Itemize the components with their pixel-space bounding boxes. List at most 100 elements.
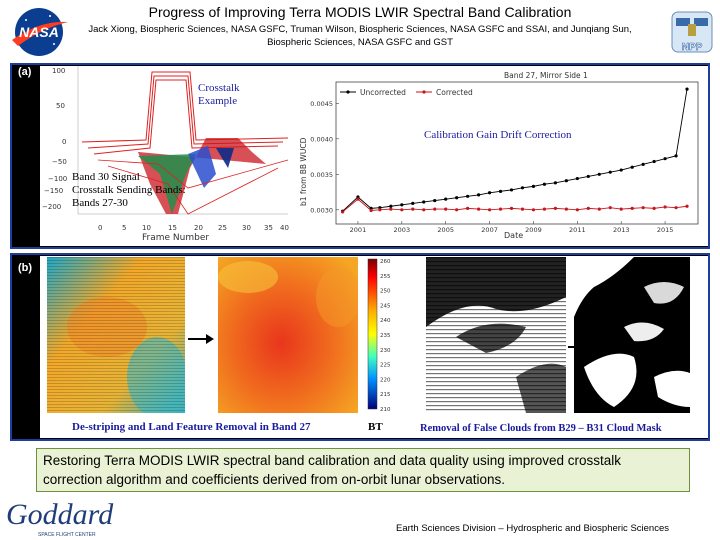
band30-signal-label: Band 30 Signal Crosstalk Sending Bands: … — [72, 171, 186, 210]
goddard-logo-text: Goddard — [6, 498, 114, 531]
gain-ytick-label: 0.0035 — [310, 171, 333, 179]
point-corrected — [389, 207, 393, 211]
point-uncorrected — [422, 200, 426, 204]
arrow-icon — [188, 334, 214, 344]
point-corrected — [641, 206, 645, 210]
point-uncorrected — [564, 179, 568, 183]
point-corrected — [520, 207, 525, 211]
point-corrected — [477, 207, 481, 211]
gain-legend: Uncorrected Corrected — [340, 88, 473, 97]
colorbar-tick-label: 210 — [380, 407, 391, 413]
gain-chart-ylabel: b1 from BB WUCD — [299, 137, 308, 206]
point-corrected — [575, 208, 579, 212]
point-uncorrected — [389, 204, 393, 208]
point-uncorrected — [641, 162, 645, 166]
npp-logo-text: NPP — [682, 42, 703, 53]
colorbar-tick-label: 245 — [380, 303, 391, 309]
destriping-label: De-striping and Land Feature Removal in … — [72, 421, 311, 433]
signal-line-3: Bands 27-30 — [72, 197, 128, 209]
gain-xtick-label: 2015 — [657, 226, 674, 234]
gain-ytick-label: 0.0030 — [310, 206, 333, 214]
point-uncorrected — [608, 170, 612, 174]
authors-line-1: Jack Xiong, Biospheric Sciences, NASA GS… — [88, 24, 632, 35]
point-corrected — [340, 210, 345, 214]
gain-xtick-label: 2009 — [525, 226, 542, 234]
colorbar-tick-label: 215 — [380, 392, 391, 398]
point-uncorrected — [433, 198, 437, 203]
footer: Earth Sciences Division – Hydrospheric a… — [396, 523, 669, 534]
point-corrected — [509, 206, 514, 210]
crosstalk-surface — [81, 71, 289, 215]
poster-title: Progress of Improving Terra MODIS LWIR S… — [148, 4, 572, 20]
series-line-uncorrected — [342, 89, 688, 212]
point-uncorrected — [509, 188, 514, 192]
gain-chart-frame — [335, 81, 699, 225]
point-corrected — [422, 208, 426, 212]
goddard-logo-sub: SPACE FLIGHT CENTER — [38, 532, 96, 538]
point-uncorrected — [520, 186, 525, 190]
point-uncorrected — [663, 157, 667, 161]
gain-ytick-label: 0.0045 — [310, 100, 333, 108]
point-uncorrected — [553, 181, 557, 185]
dn-label: dn — [28, 137, 39, 149]
point-uncorrected — [400, 203, 404, 207]
point-uncorrected — [575, 176, 579, 181]
colorbar-tick-label: 235 — [380, 333, 391, 339]
point-corrected — [553, 206, 557, 210]
colorbar-tick-label: 255 — [380, 274, 391, 280]
gain-xtick-label: 2003 — [394, 226, 411, 234]
point-uncorrected — [455, 196, 459, 200]
xtick-10: 10 — [142, 224, 151, 232]
point-corrected — [411, 207, 415, 211]
bt-label: BT — [368, 421, 383, 433]
ytick-m50: −50 — [52, 158, 67, 166]
summary-box: Restoring Terra MODIS LWIR spectral band… — [36, 448, 690, 492]
xtick-5: 5 — [122, 224, 126, 232]
legend-uncorrected: Uncorrected — [360, 88, 406, 97]
gain-xtick-label: 2005 — [437, 226, 454, 234]
clean-cloud-mask-image — [574, 257, 690, 413]
xtick-35: 35 — [264, 224, 273, 232]
signal-line-2: Crosstalk Sending Bands: — [72, 184, 186, 196]
point-uncorrected — [531, 184, 536, 188]
authors: Jack Xiong, Biospheric Sciences, NASA GS… — [70, 23, 650, 49]
crosstalk-example-label: Crosstalk Example — [198, 82, 240, 108]
corrected-bt-image — [218, 257, 358, 413]
point-uncorrected — [487, 191, 492, 195]
point-corrected — [433, 207, 437, 211]
bt-colorbar: 260 255 250 245 240 235 230 225 220 215 210 — [367, 258, 391, 413]
colorbar-tick-label: 230 — [380, 348, 391, 354]
xtick-0: 0 — [98, 224, 102, 232]
gain-xtick-label: 2001 — [350, 226, 367, 234]
crosstalk-label-line-1: Crosstalk — [198, 82, 240, 94]
colorbar-tick-label: 225 — [380, 363, 391, 369]
ytick-0: 0 — [62, 138, 66, 146]
gain-xtick-label: 2007 — [481, 226, 498, 234]
authors-line-2: Biospheric Sciences, NASA GSFC and GST — [267, 37, 453, 48]
ytick-m200: −200 — [42, 203, 61, 211]
gain-drift-chart: Band 27, Mirror Side 1 b1 from BB WUCD D… — [299, 71, 699, 240]
series-line-corrected — [342, 198, 688, 213]
nasa-logo: NASA — [12, 8, 68, 56]
xtick-30: 30 — [242, 224, 251, 232]
point-corrected — [597, 207, 601, 211]
point-corrected — [564, 207, 568, 211]
ytick-50: 50 — [56, 102, 65, 110]
gain-ytick-label: 0.0040 — [310, 135, 333, 143]
xtick-15: 15 — [168, 224, 177, 232]
point-corrected — [630, 206, 634, 210]
point-uncorrected — [498, 189, 503, 193]
point-corrected — [586, 206, 590, 210]
point-corrected — [685, 204, 689, 208]
point-corrected — [400, 208, 404, 212]
point-corrected — [369, 208, 373, 213]
ytick-m150: −150 — [44, 187, 63, 195]
left-plot-xlabel: Frame Number — [142, 233, 209, 242]
npp-logo: NPP — [671, 11, 713, 53]
xtick-25: 25 — [218, 224, 227, 232]
colorbar-tick-label: 250 — [380, 289, 391, 295]
point-uncorrected — [586, 174, 590, 179]
point-corrected — [674, 206, 678, 210]
gain-xtick-label: 2013 — [613, 226, 630, 234]
striped-bt-image — [47, 257, 185, 413]
